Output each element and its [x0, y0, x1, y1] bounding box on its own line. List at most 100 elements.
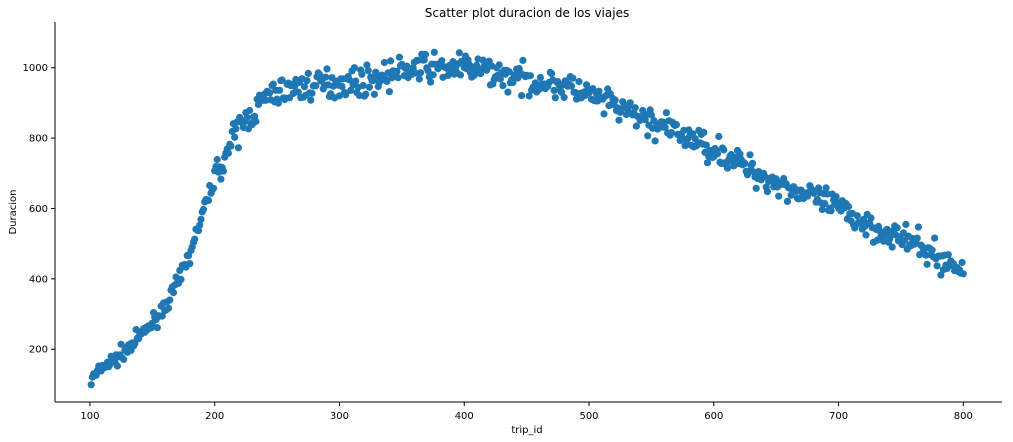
scatter-point — [703, 159, 712, 167]
scatter-point — [483, 66, 491, 74]
scatter-point — [393, 67, 401, 75]
scatter-point — [632, 122, 641, 130]
scatter-point — [209, 184, 218, 192]
scatter-point — [117, 340, 125, 348]
scatter-point — [644, 132, 652, 140]
y-tick-label: 600 — [29, 204, 48, 215]
scatter-point — [364, 67, 372, 75]
scatter-point — [383, 77, 391, 86]
scatter-point — [569, 74, 577, 82]
scatter-point — [204, 196, 213, 204]
scatter-point — [937, 271, 945, 279]
scatter-point — [455, 49, 463, 57]
scatter-point — [370, 90, 378, 98]
scatter-point — [347, 86, 355, 94]
scatter-point — [888, 243, 896, 251]
scatter-point — [276, 86, 284, 94]
scatter-point — [199, 205, 208, 214]
scatter-point — [294, 88, 302, 96]
scatter-point — [783, 197, 792, 205]
scatter-point — [832, 193, 840, 201]
chart-title: Scatter plot duracion de los viajes — [425, 6, 629, 20]
scatter-point — [667, 129, 676, 137]
scatter-point — [430, 48, 438, 56]
scatter-point — [358, 70, 366, 78]
scatter-point — [312, 82, 320, 90]
scatter-point — [536, 73, 545, 82]
scatter-point — [219, 167, 227, 175]
x-tick-label: 600 — [704, 411, 723, 422]
scatter-point — [720, 146, 728, 154]
scatter-point — [87, 381, 95, 389]
scatter-point — [715, 132, 723, 141]
scatter-point — [589, 85, 597, 93]
scatter-point — [158, 312, 166, 320]
scatter-point — [113, 362, 121, 370]
scatter-point — [362, 90, 370, 98]
scatter-point — [923, 260, 931, 268]
y-tick-label: 400 — [29, 274, 48, 285]
scatter-point — [213, 155, 221, 164]
scatter-point — [944, 251, 952, 259]
scatter-point — [883, 225, 891, 233]
scatter-point — [266, 89, 274, 97]
scatter-point — [651, 137, 659, 145]
scatter-point — [551, 94, 559, 102]
scatter-point — [395, 53, 403, 61]
scatter-point — [958, 258, 966, 267]
scatter-point — [914, 223, 923, 231]
scatter-point — [560, 93, 568, 101]
scatter-point — [931, 234, 939, 242]
scatter-point — [661, 123, 669, 131]
scatter-point — [427, 78, 435, 86]
scatter-point — [518, 92, 526, 100]
scatter-point — [456, 71, 465, 79]
scatter-point — [363, 61, 371, 69]
scatter-point — [509, 78, 517, 87]
scatter-point — [550, 86, 558, 94]
x-tick-label: 300 — [330, 411, 349, 422]
scatter-point — [269, 80, 277, 88]
scatter-point — [631, 104, 639, 112]
scatter-point — [876, 227, 884, 235]
scatter-point — [300, 83, 309, 91]
scatter-point — [196, 221, 204, 229]
scatter-point — [844, 203, 853, 211]
scatter-point — [169, 289, 178, 297]
y-tick-label: 200 — [29, 345, 48, 356]
scatter-point — [499, 82, 507, 90]
scatter-point — [495, 61, 503, 69]
scatter-point — [853, 212, 861, 220]
scatter-point — [365, 83, 373, 91]
scatter-point — [736, 150, 744, 158]
scatter-point — [308, 89, 316, 97]
scatter-point — [380, 58, 388, 67]
scatter-point — [823, 190, 831, 198]
x-tick-label: 100 — [80, 411, 99, 422]
scatter-point — [746, 151, 754, 159]
scatter-point — [595, 87, 603, 95]
scatter-point — [224, 149, 232, 157]
scatter-point — [662, 109, 671, 117]
scatter-point — [232, 125, 240, 133]
x-tick-label: 700 — [829, 411, 848, 422]
scatter-point — [723, 164, 732, 172]
scatter-point — [278, 76, 286, 84]
plot-area — [87, 48, 967, 389]
x-tick-label: 400 — [455, 411, 474, 422]
x-tick-label: 200 — [205, 411, 224, 422]
scatter-point — [504, 88, 512, 96]
scatter-point — [702, 141, 710, 149]
scatter-point — [359, 81, 367, 90]
scatter-point — [496, 75, 504, 83]
scatter-point — [525, 92, 533, 100]
scatter-point — [394, 74, 402, 82]
scatter-point — [252, 117, 260, 126]
scatter-point — [548, 70, 556, 78]
scatter-point — [913, 234, 921, 242]
scatter-point — [342, 91, 350, 99]
scatter-point — [429, 71, 437, 79]
y-tick-label: 800 — [29, 134, 48, 145]
scatter-point — [191, 235, 199, 243]
x-ticks: 100 200 300 400 500 600 700 800 — [80, 402, 973, 422]
